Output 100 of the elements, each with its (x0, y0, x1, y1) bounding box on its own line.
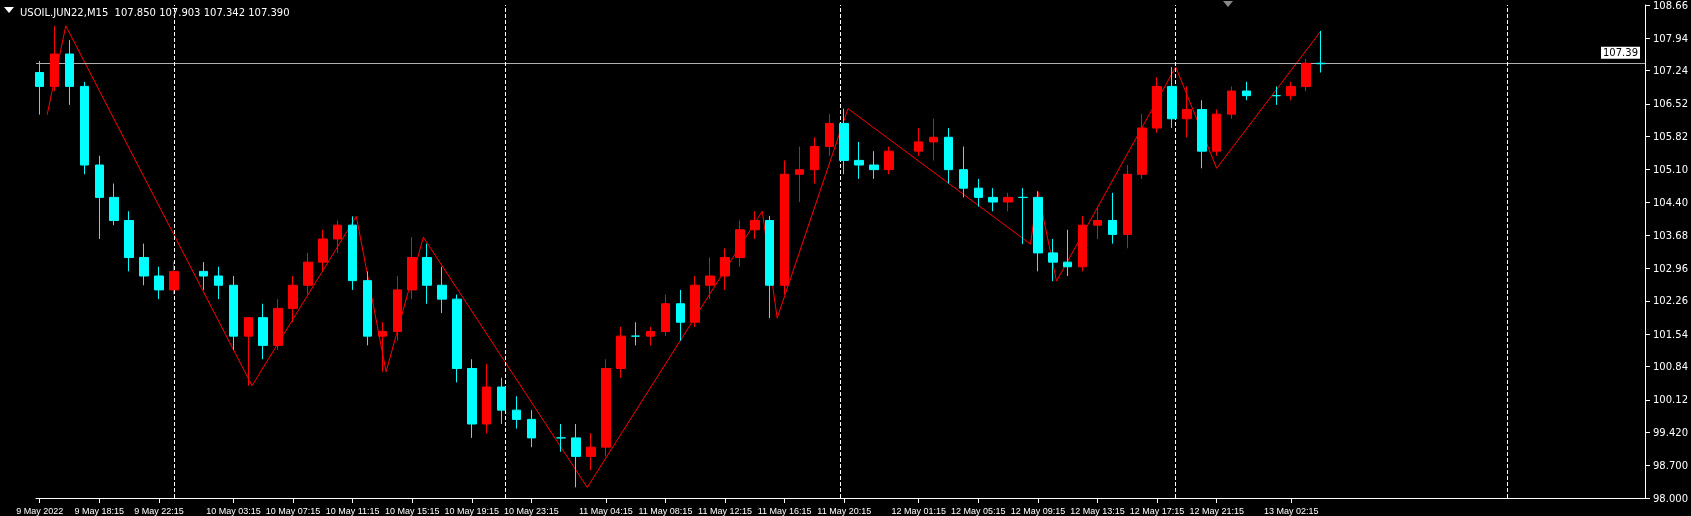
candlestick (1182, 85, 1192, 138)
candlestick (1227, 85, 1236, 120)
candlestick (988, 187, 998, 212)
x-tick-label: 10 May 23:15 (504, 505, 559, 516)
candlestick (839, 108, 849, 175)
candlestick (437, 266, 447, 314)
candlestick (705, 257, 715, 300)
candlestick (661, 294, 670, 337)
y-tick-label: 102.96 (1653, 263, 1689, 275)
candlestick (1018, 187, 1028, 245)
ref-line-label: 107.39 (1603, 47, 1639, 59)
candlestick (586, 432, 596, 471)
candlestick (735, 220, 745, 268)
x-tick-label: 12 May 17:15 (1129, 505, 1185, 516)
x-tick-label: 12 May 09:15 (1010, 505, 1066, 516)
candlestick (467, 358, 477, 439)
candlestick (1003, 192, 1013, 212)
candlestick (1197, 99, 1207, 169)
y-tick-label: 107.94 (1653, 32, 1689, 44)
candlestick (95, 155, 104, 240)
x-tick-label: 10 May 19:15 (444, 505, 500, 516)
candlestick (780, 159, 789, 296)
x-tick-label: 12 May 01:15 (891, 505, 946, 516)
y-tick-label: 101.54 (1653, 328, 1689, 340)
candlestick (1078, 215, 1087, 272)
candlestick (646, 326, 655, 346)
chart-title: USOIL.JUN22,M15 107.850 107.903 107.342 107.390 (20, 6, 290, 18)
y-tick-label: 108.66 (1653, 0, 1689, 11)
candlestick (109, 183, 119, 226)
y-tick-label: 103.68 (1653, 229, 1689, 241)
x-tick-label: 11 May 12:15 (698, 505, 752, 516)
candlestick (601, 358, 611, 457)
candlestick (810, 136, 819, 185)
y-tick-label: 100.12 (1653, 394, 1689, 406)
y-tick-label: 105.10 (1653, 164, 1689, 176)
candlestick (795, 146, 804, 203)
candlestick (407, 236, 417, 300)
candlestick (363, 270, 372, 346)
candlestick (720, 247, 730, 291)
candlestick (452, 294, 462, 383)
candlestick (1108, 192, 1117, 245)
candlestick (884, 146, 894, 175)
y-tick-label: 106.52 (1653, 98, 1689, 110)
candlestick (512, 395, 521, 430)
candlestick (1167, 66, 1177, 129)
candlestick (35, 60, 44, 116)
x-tick-label: 9 May 18:15 (74, 505, 125, 516)
candlestick (1033, 190, 1043, 272)
candlestick (393, 275, 402, 342)
candlestick (750, 210, 760, 240)
candlestick (348, 215, 357, 291)
candlestick (273, 298, 283, 351)
candlestick (80, 81, 89, 175)
x-tick-label: 9 May 22:15 (134, 505, 184, 516)
candlestick (229, 275, 238, 351)
candlestick (1212, 109, 1221, 157)
x-tick-label: 11 May 04:15 (578, 505, 633, 516)
candlestick (631, 321, 640, 346)
y-tick-label: 104.40 (1653, 196, 1689, 208)
candlestick (1272, 85, 1281, 106)
x-tick-label: 10 May 15:15 (384, 505, 440, 516)
line-series (46, 25, 1322, 488)
candlestick (854, 141, 864, 180)
candlestick (333, 220, 342, 254)
x-tick-label: 11 May 08:15 (638, 505, 693, 516)
candlestick (303, 252, 313, 296)
x-tick-label: 12 May 05:15 (951, 505, 1006, 516)
x-tick-label: 12 May 21:15 (1189, 505, 1244, 516)
candlestick (1316, 30, 1326, 74)
x-tick-label: 10 May 03:15 (206, 505, 261, 516)
y-tick-label: 99.420 (1653, 426, 1689, 438)
candlestick (422, 243, 432, 305)
y-tick-label: 98.000 (1653, 492, 1689, 504)
candlestick (1063, 229, 1072, 277)
candlestick (65, 39, 74, 106)
candlestick (124, 210, 134, 272)
candlestick (527, 409, 536, 448)
candlestick (1152, 76, 1162, 134)
x-tick-label: 12 May 13:15 (1070, 505, 1125, 516)
x-tick-label: 11 May 20:15 (817, 505, 872, 516)
candlestick (944, 127, 953, 185)
x-tick-label: 11 May 16:15 (757, 505, 812, 516)
candlestick (288, 275, 298, 323)
candlestick (914, 127, 923, 157)
candlestick (1242, 81, 1251, 101)
candlestick (929, 118, 938, 161)
y-tick-label: 98.700 (1653, 460, 1689, 472)
candlestick (482, 363, 491, 434)
candlestick (199, 261, 208, 291)
candlestick (1286, 81, 1296, 101)
candlestick (825, 113, 834, 157)
candlestick (1301, 58, 1311, 92)
candlestick (1093, 206, 1102, 240)
candlestick (154, 266, 164, 300)
candlestick (169, 261, 179, 296)
candlestick (1048, 238, 1058, 282)
candlestick (765, 215, 774, 319)
candlestick (258, 303, 268, 360)
candlestick (616, 326, 626, 379)
candlestick (1137, 113, 1147, 180)
